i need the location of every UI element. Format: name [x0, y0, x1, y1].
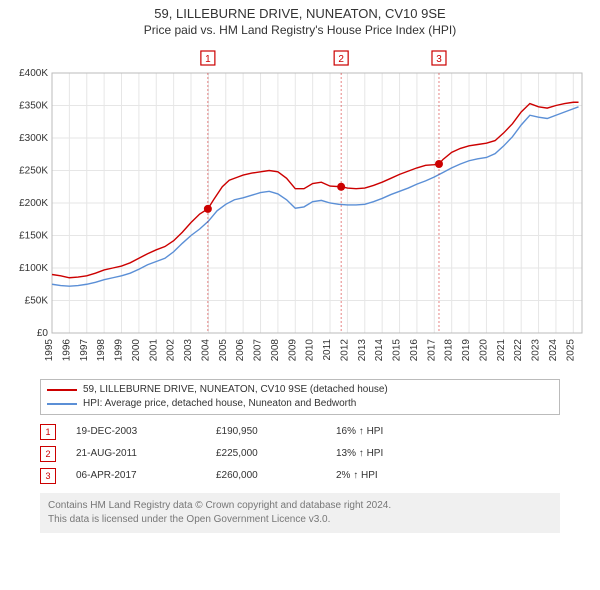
x-tick-label: 2020 [478, 339, 489, 362]
marker-dot-1 [204, 205, 212, 213]
x-tick-label: 2016 [409, 339, 420, 362]
chart-title: 59, LILLEBURNE DRIVE, NUNEATON, CV10 9SE [0, 6, 600, 21]
footer-line1: Contains HM Land Registry data © Crown c… [48, 499, 552, 513]
sale-delta: 16% ↑ HPI [336, 421, 383, 443]
x-tick-label: 2015 [392, 339, 403, 362]
y-tick-label: £100K [19, 263, 48, 274]
x-tick-label: 2019 [461, 339, 472, 362]
sale-date: 21-AUG-2011 [76, 443, 216, 465]
marker-dot-2 [337, 183, 345, 191]
x-tick-label: 2009 [287, 339, 298, 362]
x-tick-label: 1999 [114, 339, 125, 362]
chart-svg: £0 £50K £100K £150K £200K £250K £300K £350K £400… [8, 43, 592, 373]
x-tick-label: 2011 [322, 339, 333, 361]
sale-date: 06-APR-2017 [76, 465, 216, 487]
sale-delta: 13% ↑ HPI [336, 443, 383, 465]
x-tick-label: 1996 [61, 339, 72, 362]
x-tick-label: 2001 [148, 339, 159, 362]
sale-row: 3 06-APR-2017£260,0002% ↑ HPI [40, 465, 560, 487]
x-tick-label: 2008 [270, 339, 281, 362]
sale-row: 2 21-AUG-2011£225,00013% ↑ HPI [40, 443, 560, 465]
x-tick-label: 2000 [131, 339, 142, 362]
x-tick-label: 1995 [44, 339, 55, 362]
x-tick-label: 2005 [218, 339, 229, 362]
legend-swatch [47, 389, 77, 391]
legend-swatch [47, 403, 77, 405]
chart-header: 59, LILLEBURNE DRIVE, NUNEATON, CV10 9SE… [0, 0, 600, 39]
legend-row: HPI: Average price, detached house, Nune… [47, 397, 553, 411]
x-tick-label: 2025 [565, 339, 576, 362]
x-tick-label: 2002 [166, 339, 177, 362]
x-tick-label: 2017 [426, 339, 437, 362]
legend-row: 59, LILLEBURNE DRIVE, NUNEATON, CV10 9SE… [47, 383, 553, 397]
y-tick-label: £300K [19, 133, 48, 144]
x-tick-label: 2004 [200, 339, 211, 362]
sale-marker-1: 1 [40, 424, 56, 440]
marker-dot-3 [435, 160, 443, 168]
chart-area: £0 £50K £100K £150K £200K £250K £300K £350K £400… [8, 43, 592, 373]
x-tick-label: 2021 [496, 339, 507, 362]
x-tick-label: 1997 [79, 339, 90, 362]
x-tick-label: 2013 [357, 339, 368, 362]
y-tick-label: £0 [37, 328, 49, 339]
sale-marker-3: 3 [40, 468, 56, 484]
sale-row: 1 19-DEC-2003£190,95016% ↑ HPI [40, 421, 560, 443]
sale-marker-2: 2 [40, 446, 56, 462]
x-tick-label: 2006 [235, 339, 246, 362]
y-tick-label: £400K [19, 68, 48, 79]
marker-num-3: 3 [436, 54, 442, 65]
sale-price: £225,000 [216, 443, 336, 465]
y-tick-label: £350K [19, 101, 48, 112]
x-tick-label: 2007 [253, 339, 264, 362]
y-tick-label: £50K [25, 296, 49, 307]
x-tick-label: 2023 [531, 339, 542, 362]
footer-note: Contains HM Land Registry data © Crown c… [40, 493, 560, 533]
x-tick-label: 2010 [305, 339, 316, 362]
x-tick-label: 2024 [548, 339, 559, 362]
x-tick-label: 2012 [339, 339, 350, 362]
x-tick-label: 2014 [374, 339, 385, 362]
chart-subtitle: Price paid vs. HM Land Registry's House … [0, 23, 600, 37]
marker-num-2: 2 [338, 54, 344, 65]
x-tick-label: 1998 [96, 339, 107, 362]
x-tick-label: 2018 [444, 339, 455, 362]
legend-label: HPI: Average price, detached house, Nune… [83, 397, 356, 411]
y-tick-label: £200K [19, 198, 48, 209]
marker-num-1: 1 [205, 54, 211, 65]
legend: 59, LILLEBURNE DRIVE, NUNEATON, CV10 9SE… [40, 379, 560, 415]
legend-label: 59, LILLEBURNE DRIVE, NUNEATON, CV10 9SE… [83, 383, 388, 397]
y-tick-label: £250K [19, 166, 48, 177]
footer-line2: This data is licensed under the Open Gov… [48, 513, 552, 527]
y-tick-label: £150K [19, 231, 48, 242]
x-tick-label: 2022 [513, 339, 524, 362]
x-tick-label: 2003 [183, 339, 194, 362]
sale-date: 19-DEC-2003 [76, 421, 216, 443]
sale-price: £260,000 [216, 465, 336, 487]
sale-delta: 2% ↑ HPI [336, 465, 378, 487]
sale-price: £190,950 [216, 421, 336, 443]
sales-list: 1 19-DEC-2003£190,95016% ↑ HPI 2 21-AUG-201… [40, 421, 560, 487]
